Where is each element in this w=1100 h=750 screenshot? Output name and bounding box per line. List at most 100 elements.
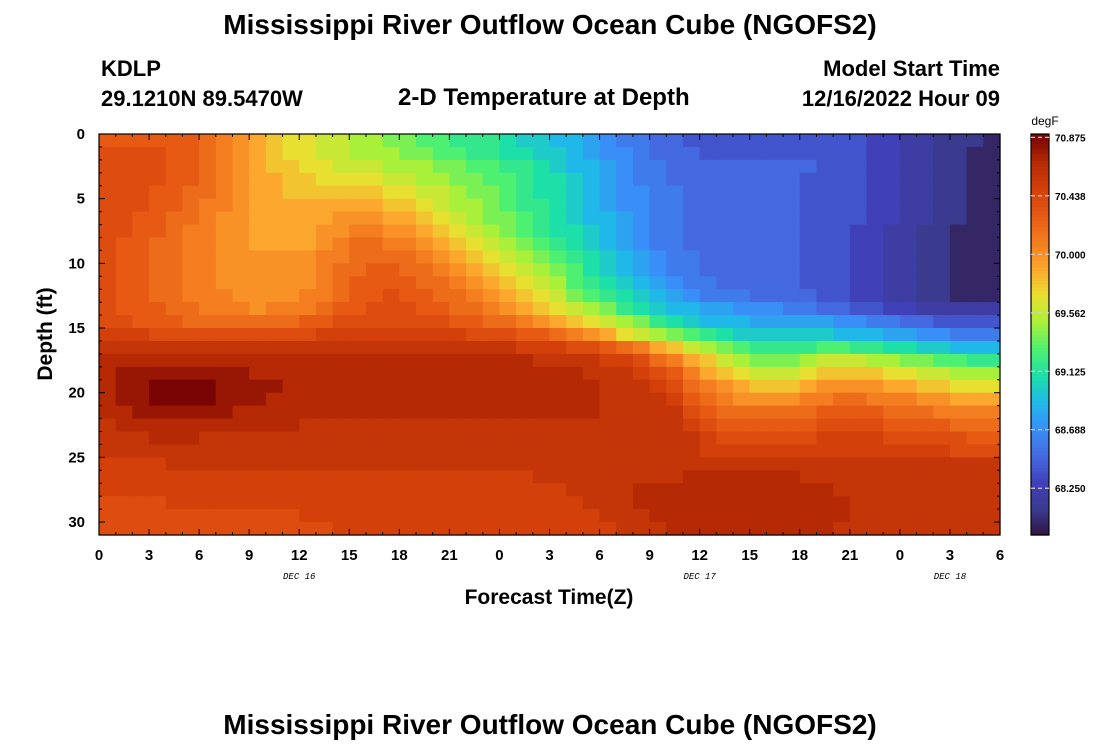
heatmap-cell xyxy=(315,289,334,303)
heatmap-cell xyxy=(282,250,300,264)
heatmap-cell xyxy=(749,379,768,394)
heatmap-cell xyxy=(599,276,617,290)
heatmap-cell xyxy=(149,366,167,381)
heatmap-cell xyxy=(516,405,534,420)
heatmap-cell xyxy=(149,522,167,536)
heatmap-cell xyxy=(949,211,968,226)
heatmap-cell xyxy=(115,457,133,471)
heatmap-cell xyxy=(616,159,634,174)
heatmap-cell xyxy=(349,392,367,407)
heatmap-cell xyxy=(866,315,884,329)
heatmap-cell xyxy=(299,328,317,342)
colorbar-segment xyxy=(1031,301,1049,306)
heatmap-cell xyxy=(499,431,517,446)
heatmap-cell xyxy=(399,496,417,510)
heatmap-cell xyxy=(466,146,484,161)
heatmap-cell xyxy=(933,315,951,329)
heatmap-cell xyxy=(165,509,184,523)
heatmap-cell xyxy=(182,134,200,148)
heatmap-cell xyxy=(99,185,117,200)
heatmap-cell xyxy=(315,224,334,239)
heatmap-cell xyxy=(466,289,484,303)
heatmap-cell xyxy=(315,509,334,523)
heatmap-cell xyxy=(349,457,367,471)
colorbar-segment xyxy=(1031,438,1049,443)
heatmap-cell xyxy=(249,250,267,264)
heatmap-cell xyxy=(165,340,184,355)
heatmap-cell xyxy=(165,224,184,239)
heatmap-cell xyxy=(933,237,951,252)
heatmap-cell xyxy=(849,366,868,381)
heatmap-cell xyxy=(983,496,1001,510)
heatmap-cell xyxy=(332,431,350,446)
heatmap-cell xyxy=(516,237,534,252)
heatmap-cell xyxy=(449,263,467,277)
heatmap-cell xyxy=(99,315,117,329)
heatmap-cell xyxy=(899,392,918,407)
heatmap-cell xyxy=(616,302,634,316)
heatmap-cell xyxy=(816,392,834,407)
heatmap-cell xyxy=(365,224,384,239)
heatmap-cell xyxy=(966,289,984,303)
colorbar-segment xyxy=(1031,237,1049,242)
colorbar-frame xyxy=(1030,133,1050,536)
heatmap-cell xyxy=(799,522,818,536)
heatmap-cell xyxy=(249,185,267,200)
heatmap-cell xyxy=(716,224,734,239)
heatmap-cell xyxy=(115,509,133,523)
heatmap-cell xyxy=(99,457,117,471)
heatmap-cell xyxy=(582,302,601,316)
heatmap-cell xyxy=(566,353,584,368)
heatmap-cell xyxy=(682,276,701,290)
heatmap-cell xyxy=(382,185,400,200)
heatmap-cell xyxy=(432,134,450,148)
heatmap-cell xyxy=(282,198,300,213)
heatmap-cell xyxy=(582,146,601,161)
heatmap-cell xyxy=(99,328,117,342)
heatmap-cell xyxy=(532,340,551,355)
heatmap-cell xyxy=(582,276,601,290)
heatmap-cell xyxy=(349,328,367,342)
heatmap-cell xyxy=(616,134,634,148)
heatmap-cell xyxy=(916,431,934,446)
heatmap-cell xyxy=(449,276,467,290)
heatmap-cell xyxy=(783,431,801,446)
heatmap-cell xyxy=(816,315,834,329)
heatmap-cell xyxy=(499,509,517,523)
heatmap-cell xyxy=(799,263,818,277)
heatmap-cell xyxy=(232,509,250,523)
heatmap-cell xyxy=(849,198,868,213)
heatmap-cell xyxy=(666,198,684,213)
heatmap-cell xyxy=(332,340,350,355)
heatmap-cell xyxy=(232,366,250,381)
heatmap-cell xyxy=(466,496,484,510)
heatmap-cell xyxy=(265,263,284,277)
heatmap-cell xyxy=(349,224,367,239)
heatmap-cell xyxy=(983,522,1001,536)
heatmap-cell xyxy=(916,172,934,187)
heatmap-cell xyxy=(566,185,584,200)
heatmap-cell xyxy=(516,289,534,303)
heatmap-cell xyxy=(632,522,651,536)
heatmap-cell xyxy=(949,483,968,497)
x-tick-label: 9 xyxy=(645,547,653,564)
heatmap-cell xyxy=(365,198,384,213)
heatmap-cell xyxy=(783,198,801,213)
heatmap-cell xyxy=(399,263,417,277)
heatmap-cell xyxy=(132,496,150,510)
heatmap-cell xyxy=(399,509,417,523)
heatmap-cell xyxy=(482,418,501,433)
heatmap-cell xyxy=(199,263,217,277)
heatmap-cell xyxy=(332,483,350,497)
heatmap-cell xyxy=(733,237,751,252)
heatmap-cell xyxy=(315,172,334,187)
colorbar-segment xyxy=(1031,271,1049,275)
heatmap-cell xyxy=(299,302,317,316)
heatmap-cell xyxy=(299,224,317,239)
heatmap-cell xyxy=(833,185,851,200)
heatmap-cell xyxy=(766,159,784,174)
heatmap-cell xyxy=(165,431,184,446)
heatmap-cell xyxy=(749,405,768,420)
heatmap-cell xyxy=(682,392,701,407)
heatmap-cell xyxy=(799,418,818,433)
